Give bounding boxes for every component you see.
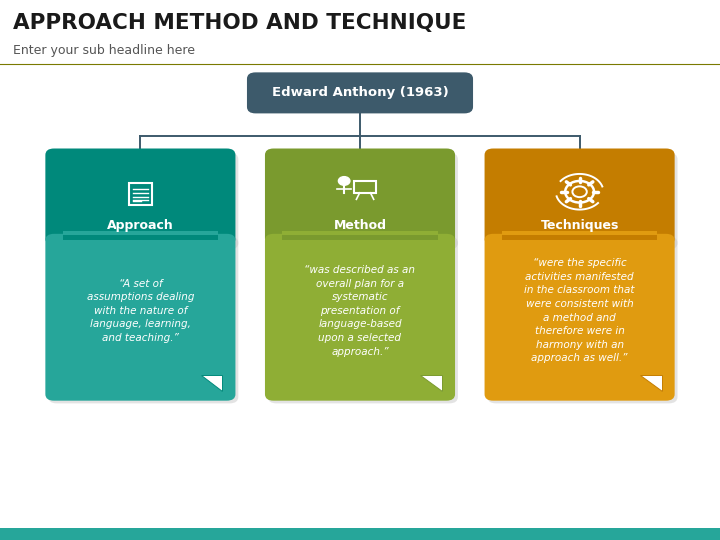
Polygon shape xyxy=(201,375,222,391)
Text: Edward Anthony (1963): Edward Anthony (1963) xyxy=(271,86,449,99)
FancyBboxPatch shape xyxy=(247,72,473,113)
FancyBboxPatch shape xyxy=(265,148,455,245)
FancyBboxPatch shape xyxy=(45,234,235,401)
Circle shape xyxy=(338,177,350,185)
Bar xyxy=(0,528,720,540)
FancyBboxPatch shape xyxy=(487,153,678,249)
FancyBboxPatch shape xyxy=(48,153,238,249)
Bar xyxy=(282,231,438,240)
Bar xyxy=(63,235,218,240)
FancyBboxPatch shape xyxy=(45,148,235,245)
Text: Enter your sub headline here: Enter your sub headline here xyxy=(13,44,195,57)
Text: Approach: Approach xyxy=(107,219,174,232)
FancyBboxPatch shape xyxy=(485,148,675,245)
Bar xyxy=(354,181,376,193)
Bar xyxy=(502,231,657,240)
Polygon shape xyxy=(420,375,442,391)
FancyBboxPatch shape xyxy=(487,237,678,403)
Polygon shape xyxy=(640,375,662,391)
FancyBboxPatch shape xyxy=(485,234,675,401)
FancyBboxPatch shape xyxy=(265,234,455,401)
Text: APPROACH METHOD AND TECHNIQUE: APPROACH METHOD AND TECHNIQUE xyxy=(13,14,467,33)
Bar xyxy=(63,231,218,240)
Text: “were the specific
activities manifested
in the classroom that
were consistent w: “were the specific activities manifested… xyxy=(524,258,635,363)
Text: Method: Method xyxy=(333,219,387,232)
Bar xyxy=(282,235,438,240)
Text: Techniques: Techniques xyxy=(541,219,618,232)
FancyBboxPatch shape xyxy=(268,237,458,403)
Bar xyxy=(502,235,657,240)
Text: “A set of
assumptions dealing
with the nature of
language, learning,
and teachin: “A set of assumptions dealing with the n… xyxy=(86,279,194,343)
FancyBboxPatch shape xyxy=(268,153,458,249)
Text: “was described as an
overall plan for a
systematic
presentation of
language-base: “was described as an overall plan for a … xyxy=(305,265,415,356)
FancyBboxPatch shape xyxy=(48,237,238,403)
